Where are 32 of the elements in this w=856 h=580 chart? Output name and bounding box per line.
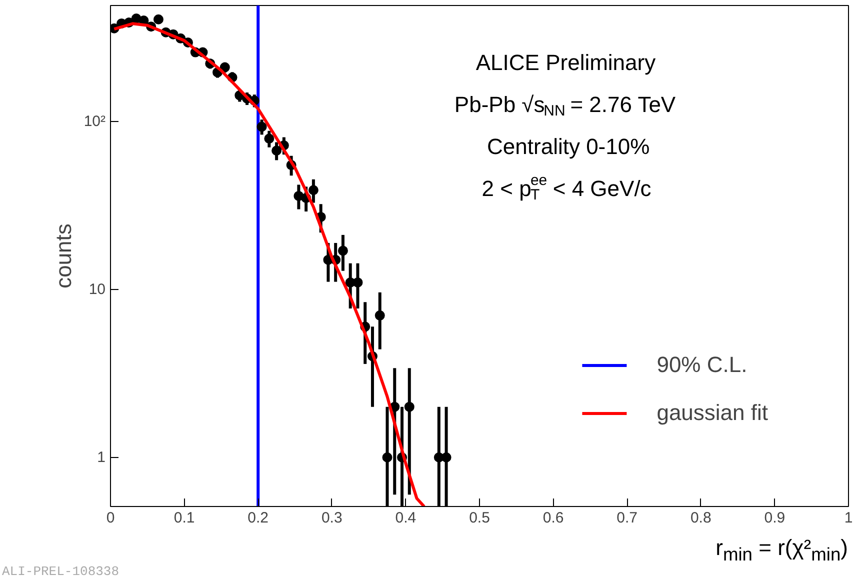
x-tick-label: 0.5	[469, 510, 490, 526]
y-tick-label: 10²	[84, 112, 106, 130]
point	[338, 246, 348, 256]
x-tick-label: 0.6	[542, 510, 564, 526]
y-tick-label: 10	[88, 280, 106, 298]
x-tick-label: 0	[106, 510, 115, 526]
point	[404, 402, 414, 412]
x-tick-label: 0.1	[174, 510, 195, 526]
y-tick-label: 1	[97, 448, 106, 466]
x-tick-label: 1	[844, 510, 853, 526]
annotation: ALICE Preliminary	[476, 50, 656, 75]
annotation: Centrality 0-10%	[487, 134, 650, 159]
legend-label: 90% C.L.	[656, 352, 748, 378]
x-tick-label: 0.2	[248, 510, 269, 526]
point	[352, 277, 363, 288]
text: ALI-PREL-108338	[2, 563, 120, 580]
point	[264, 134, 274, 144]
x-tick-label: 0.3	[321, 510, 342, 526]
point	[374, 310, 385, 320]
point	[308, 185, 318, 196]
x-tick-label: 0.8	[690, 510, 712, 526]
x-axis-title: r$_{min}$ = r(χ²$_{min}$)	[716, 534, 848, 566]
x-tick-label: 0.9	[764, 510, 786, 526]
legend-label: gaussian fit	[656, 400, 768, 426]
point	[153, 14, 164, 24]
point	[256, 122, 267, 132]
x-tick-label: 0.4	[395, 510, 416, 526]
point	[441, 452, 452, 462]
x-tick-label: 0.7	[616, 510, 638, 526]
y-axis-title: counts	[50, 224, 76, 288]
point	[382, 452, 392, 462]
point	[272, 146, 282, 156]
